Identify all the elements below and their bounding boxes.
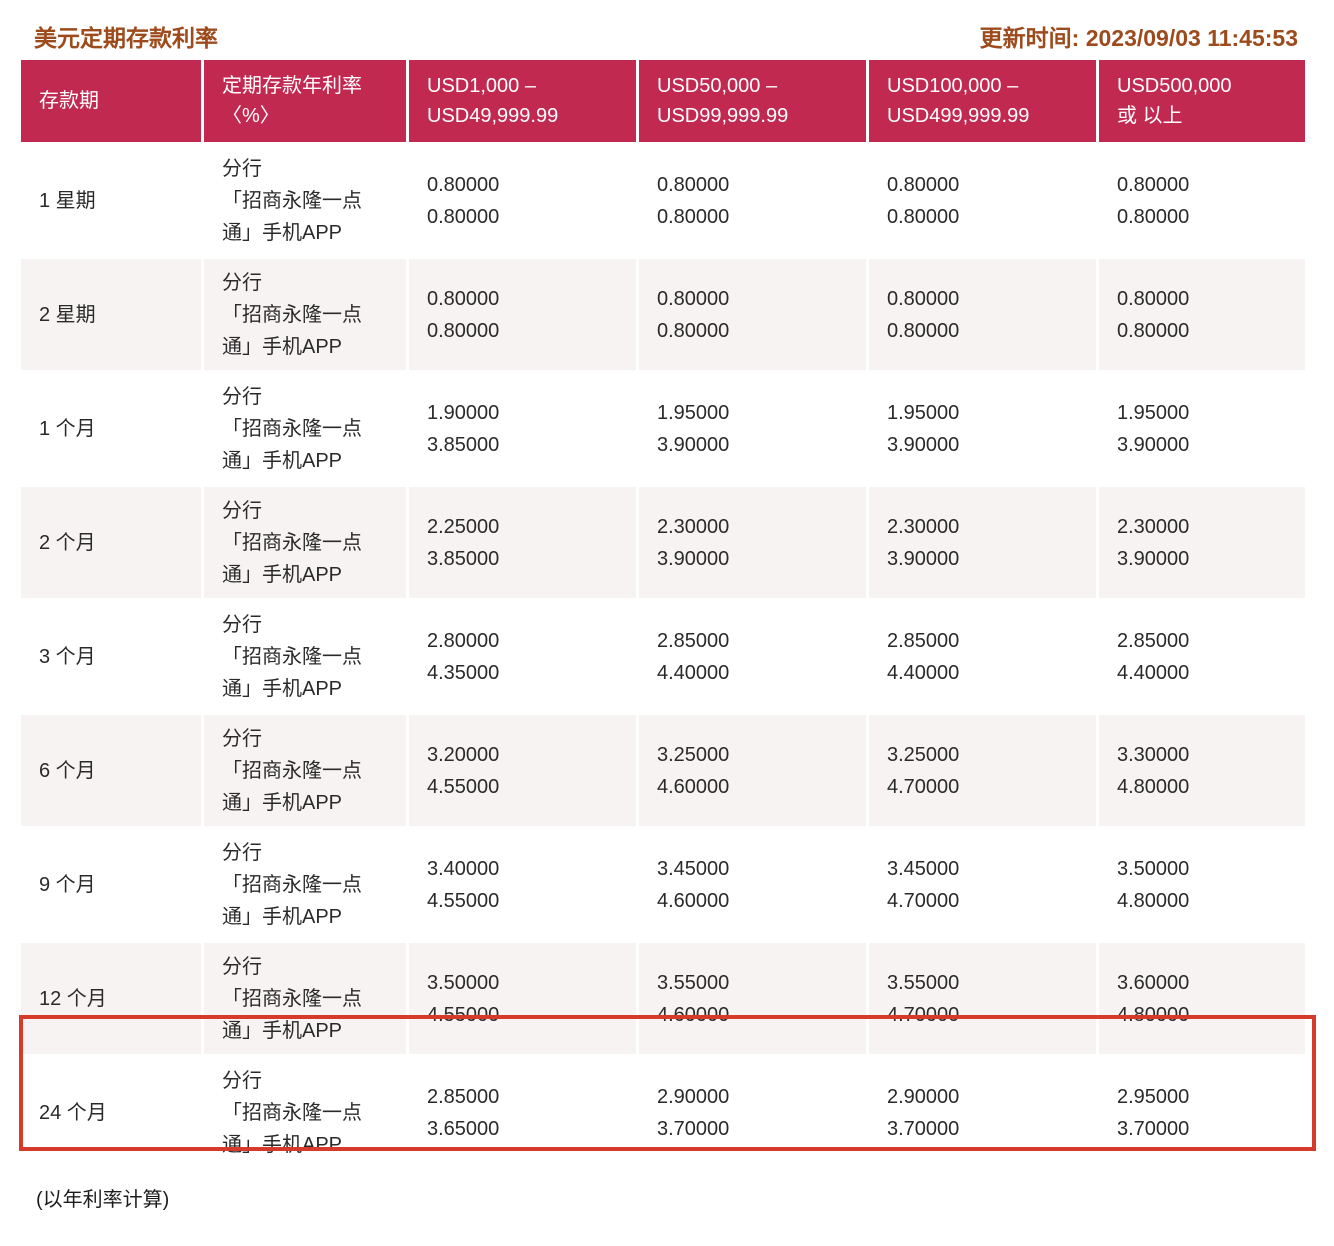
rate-cell: 3.55000 4.70000: [869, 943, 1096, 1054]
table-row: 9 个月 分行 「招商永隆一点 通」手机APP 3.40000 4.55000 3.4…: [21, 829, 1305, 940]
rate-cell: 0.80000 0.80000: [639, 145, 866, 256]
table-row: 2 个月 分行 「招商永隆一点 通」手机APP 2.25000 3.85000 2.3…: [21, 487, 1305, 598]
rate-cell: 2.85000 4.40000: [869, 601, 1096, 712]
period-cell: 2 个月: [21, 487, 201, 598]
rate-cell: 2.85000 3.65000: [409, 1057, 636, 1168]
header-tier-3: USD100,000 – USD499,999.99: [869, 60, 1096, 142]
update-timestamp: 更新时间: 2023/09/03 11:45:53: [979, 25, 1298, 51]
period-cell: 6 个月: [21, 715, 201, 826]
rate-cell: 2.90000 3.70000: [639, 1057, 866, 1168]
rate-cell: 3.45000 4.60000: [639, 829, 866, 940]
channel-cell: 分行 「招商永隆一点 通」手机APP: [204, 259, 406, 370]
rate-cell: 0.80000 0.80000: [1099, 145, 1305, 256]
table-row: 3 个月 分行 「招商永隆一点 通」手机APP 2.80000 4.35000 2.8…: [21, 601, 1305, 712]
rate-cell: 3.45000 4.70000: [869, 829, 1096, 940]
rate-cell: 3.25000 4.60000: [639, 715, 866, 826]
table-row: 1 个月 分行 「招商永隆一点 通」手机APP 1.90000 3.85000 1.9…: [21, 373, 1305, 484]
channel-cell: 分行 「招商永隆一点 通」手机APP: [204, 943, 406, 1054]
channel-cell: 分行 「招商永隆一点 通」手机APP: [204, 145, 406, 256]
rate-cell: 1.90000 3.85000: [409, 373, 636, 484]
rate-cell: 3.50000 4.80000: [1099, 829, 1305, 940]
rate-cell: 0.80000 0.80000: [409, 145, 636, 256]
channel-cell: 分行 「招商永隆一点 通」手机APP: [204, 487, 406, 598]
rate-cell: 2.85000 4.40000: [1099, 601, 1305, 712]
top-bar: 美元定期存款利率 更新时间: 2023/09/03 11:45:53: [34, 19, 1298, 53]
page-title: 美元定期存款利率: [34, 25, 218, 51]
rate-cell: 2.85000 4.40000: [639, 601, 866, 712]
rate-cell: 3.55000 4.60000: [639, 943, 866, 1054]
usd-deposit-rates-table: 存款期 定期存款年利率 〈%〉 USD1,000 – USD49,999.99 …: [21, 60, 1305, 1168]
header-tier-4: USD500,000 或 以上: [1099, 60, 1305, 142]
rate-cell: 2.25000 3.85000: [409, 487, 636, 598]
rate-cell: 0.80000 0.80000: [869, 259, 1096, 370]
channel-cell: 分行 「招商永隆一点 通」手机APP: [204, 601, 406, 712]
rate-cell: 1.95000 3.90000: [869, 373, 1096, 484]
footnote: (以年利率计算): [36, 1189, 170, 1211]
rate-cell: 2.80000 4.35000: [409, 601, 636, 712]
rate-cell: 1.95000 3.90000: [639, 373, 866, 484]
channel-cell: 分行 「招商永隆一点 通」手机APP: [204, 715, 406, 826]
rate-cell: 3.30000 4.80000: [1099, 715, 1305, 826]
header-deposit-period: 存款期: [21, 60, 201, 142]
period-cell: 3 个月: [21, 601, 201, 712]
table-row: 2 星期 分行 「招商永隆一点 通」手机APP 0.80000 0.80000 0.8…: [21, 259, 1305, 370]
rate-cell: 0.80000 0.80000: [1099, 259, 1305, 370]
rate-cell: 2.90000 3.70000: [869, 1057, 1096, 1168]
rate-cell: 0.80000 0.80000: [409, 259, 636, 370]
rate-cell: 1.95000 3.90000: [1099, 373, 1305, 484]
rate-cell: 3.25000 4.70000: [869, 715, 1096, 826]
header-tier-2: USD50,000 – USD99,999.99: [639, 60, 866, 142]
rate-cell: 2.30000 3.90000: [1099, 487, 1305, 598]
channel-cell: 分行 「招商永隆一点 通」手机APP: [204, 373, 406, 484]
period-cell: 12 个月: [21, 943, 201, 1054]
rate-cell: 3.50000 4.55000: [409, 943, 636, 1054]
channel-cell: 分行 「招商永隆一点 通」手机APP: [204, 1057, 406, 1168]
rate-cell: 0.80000 0.80000: [869, 145, 1096, 256]
table-row: 1 星期 分行 「招商永隆一点 通」手机APP 0.80000 0.80000 0.8…: [21, 145, 1305, 256]
period-cell: 2 星期: [21, 259, 201, 370]
channel-cell: 分行 「招商永隆一点 通」手机APP: [204, 829, 406, 940]
rate-cell: 2.30000 3.90000: [869, 487, 1096, 598]
rate-cell: 2.95000 3.70000: [1099, 1057, 1305, 1168]
period-cell: 1 星期: [21, 145, 201, 256]
period-cell: 1 个月: [21, 373, 201, 484]
rate-cell: 3.60000 4.80000: [1099, 943, 1305, 1054]
rate-cell: 0.80000 0.80000: [639, 259, 866, 370]
period-cell: 24 个月: [21, 1057, 201, 1168]
rate-cell: 3.40000 4.55000: [409, 829, 636, 940]
table-header-row: 存款期 定期存款年利率 〈%〉 USD1,000 – USD49,999.99 …: [21, 60, 1305, 142]
table-row: 24 个月 分行 「招商永隆一点 通」手机APP 2.85000 3.65000 2.…: [21, 1057, 1305, 1168]
header-annual-rate: 定期存款年利率 〈%〉: [204, 60, 406, 142]
rate-cell: 3.20000 4.55000: [409, 715, 636, 826]
table-row: 6 个月 分行 「招商永隆一点 通」手机APP 3.20000 4.55000 3.2…: [21, 715, 1305, 826]
period-cell: 9 个月: [21, 829, 201, 940]
table-body: 1 星期 分行 「招商永隆一点 通」手机APP 0.80000 0.80000 0.8…: [21, 145, 1305, 1168]
header-tier-1: USD1,000 – USD49,999.99: [409, 60, 636, 142]
table-row: 12 个月 分行 「招商永隆一点 通」手机APP 3.50000 4.55000 3.…: [21, 943, 1305, 1054]
rate-cell: 2.30000 3.90000: [639, 487, 866, 598]
